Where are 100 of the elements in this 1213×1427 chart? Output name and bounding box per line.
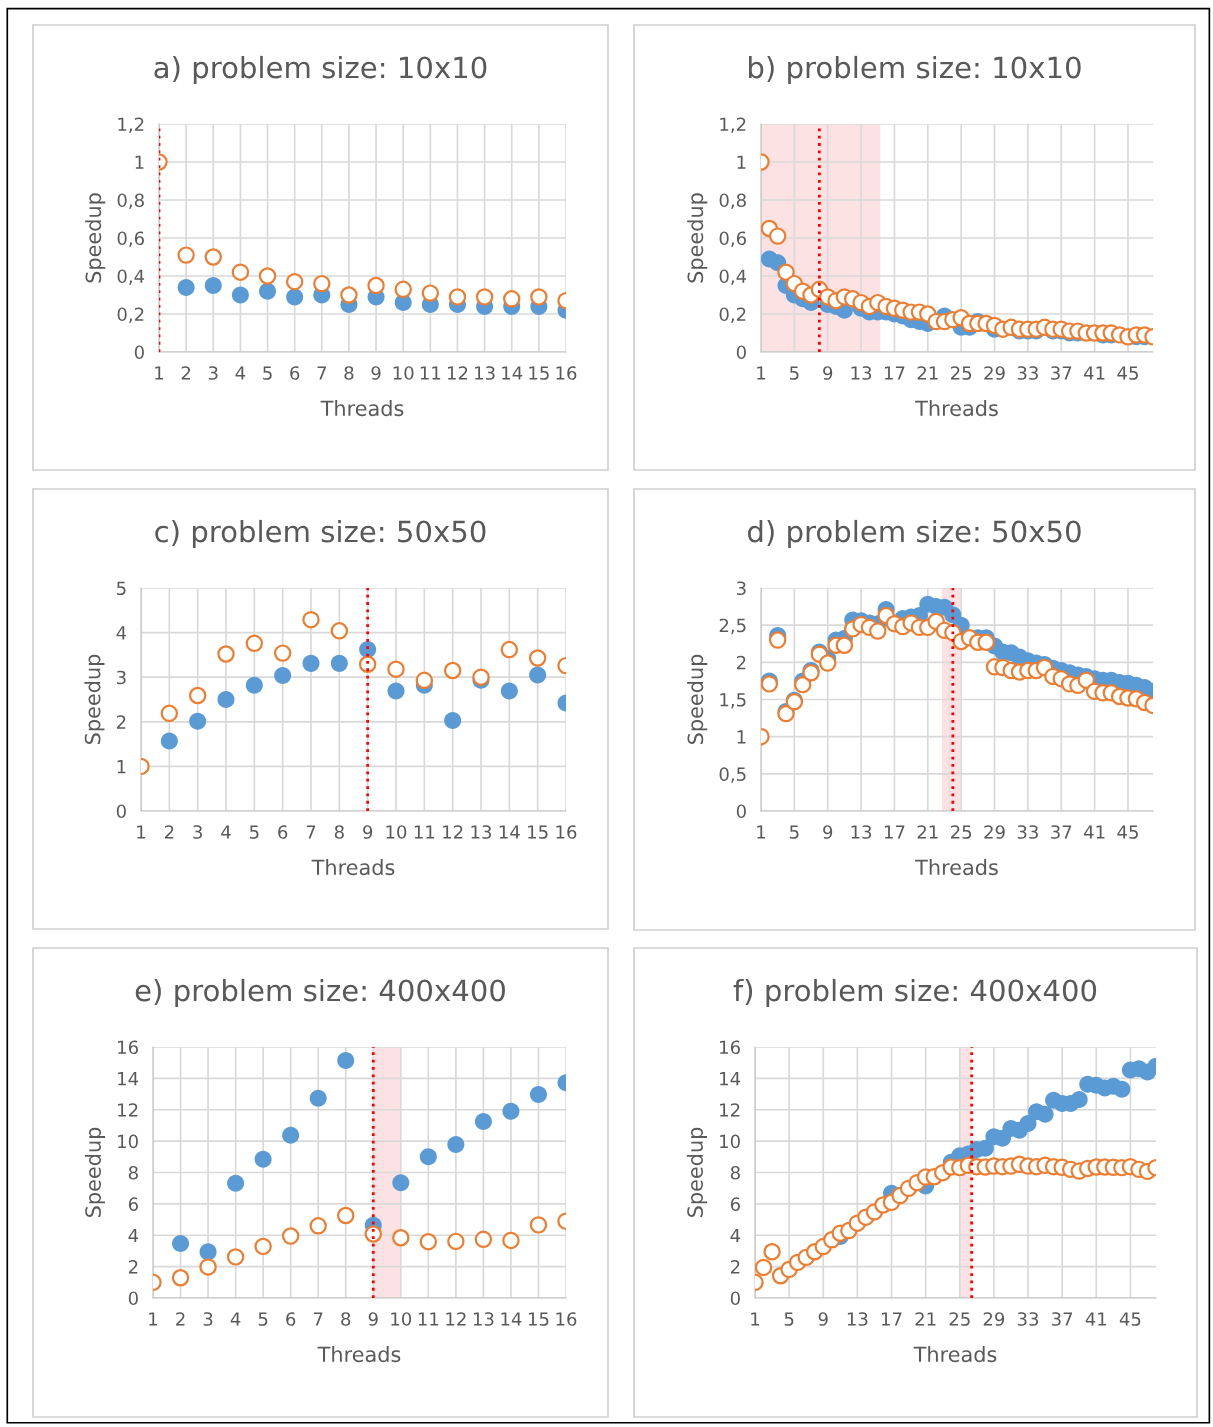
y-tick-label: 2 <box>116 715 126 729</box>
x-tick-label: 10 <box>393 366 414 380</box>
x-tick-label: 2 <box>176 1312 185 1326</box>
x-tick-label: 17 <box>884 366 905 380</box>
x-tick-label: 15 <box>528 1312 549 1326</box>
x-tick-label: 2 <box>164 825 174 839</box>
x-tick-label: 1 <box>757 366 766 380</box>
y-tick-label: 3 <box>737 581 746 596</box>
x-tick-label: 13 <box>851 366 872 380</box>
x-tick-label: 14 <box>499 825 520 839</box>
x-axis-title: Threads <box>317 1346 401 1363</box>
chart-title: f) problem size: 400x400 <box>733 978 1097 1008</box>
x-tick-label: 8 <box>341 1312 351 1326</box>
x-tick-label: 2 <box>181 366 191 380</box>
x-tick-label: 6 <box>278 825 288 839</box>
x-tick-label: 25 <box>951 366 972 380</box>
y-tick-label: 0 <box>730 1291 740 1306</box>
x-axis-title: Threads <box>913 1346 997 1363</box>
x-tick-label: 12 <box>447 366 468 380</box>
x-tick-label: 12 <box>443 825 463 839</box>
x-tick-label: 12 <box>446 1312 466 1326</box>
y-tick-label: 14 <box>118 1072 139 1086</box>
y-tick-label: 10 <box>118 1134 138 1149</box>
y-tick-label: 0,2 <box>117 307 144 323</box>
y-tick-label: 1 <box>737 730 746 744</box>
x-tick-label: 3 <box>208 366 218 380</box>
x-tick-label: 3 <box>193 825 202 839</box>
x-tick-label: 8 <box>334 825 344 839</box>
y-tick-label: 0,4 <box>117 269 145 285</box>
x-axis-title: Threads <box>320 400 404 417</box>
x-tick-label: 15 <box>528 825 548 839</box>
x-tick-label: 3 <box>203 1312 213 1326</box>
x-tick-label: 41 <box>1084 825 1105 839</box>
y-axis-title: Speedup <box>84 1127 106 1217</box>
x-tick-label: 4 <box>221 825 231 839</box>
x-tick-label: 9 <box>363 825 373 839</box>
x-tick-label: 10 <box>391 1312 412 1326</box>
y-tick-label: 8 <box>730 1165 740 1180</box>
x-tick-label: 10 <box>386 825 407 839</box>
y-tick-label: 0 <box>736 345 746 360</box>
y-tick-label: 8 <box>128 1165 138 1180</box>
y-tick-label: 5 <box>117 581 126 596</box>
y-axis-title: Speedup <box>687 654 708 744</box>
y-tick-label: 2 <box>730 1260 740 1274</box>
x-tick-label: 13 <box>847 1312 868 1326</box>
y-tick-label: 2 <box>128 1260 138 1274</box>
y-axis-title: Speedup <box>85 193 106 283</box>
y-tick-label: 10 <box>720 1134 740 1149</box>
x-tick-label: 45 <box>1119 1312 1141 1326</box>
y-tick-label: 0,6 <box>719 231 746 247</box>
x-tick-label: 45 <box>1117 825 1138 839</box>
x-tick-label: 9 <box>818 1312 828 1326</box>
y-tick-label: 2,5 <box>719 618 746 635</box>
y-tick-label: 1,2 <box>720 117 746 133</box>
x-tick-label: 14 <box>502 366 523 380</box>
x-tick-label: 13 <box>471 825 492 839</box>
x-tick-label: 16 <box>556 366 577 380</box>
y-tick-label: 0,8 <box>719 193 746 209</box>
x-tick-label: 37 <box>1051 825 1072 839</box>
x-tick-label: 33 <box>1017 825 1038 839</box>
x-tick-label: 7 <box>306 825 316 839</box>
y-tick-label: 4 <box>128 1228 139 1243</box>
y-tick-label: 0,4 <box>719 269 747 285</box>
x-tick-label: 45 <box>1117 366 1138 380</box>
x-tick-label: 9 <box>823 366 833 380</box>
x-tick-label: 13 <box>851 825 872 839</box>
y-tick-label: 2 <box>736 655 746 670</box>
y-tick-label: 4 <box>730 1228 741 1243</box>
x-tick-label: 41 <box>1084 366 1105 380</box>
x-tick-label: 11 <box>420 366 441 380</box>
y-axis-title: Speedup <box>84 654 105 744</box>
x-tick-label: 9 <box>368 1312 378 1326</box>
x-tick-label: 37 <box>1052 1312 1073 1326</box>
x-tick-label: 5 <box>263 366 272 380</box>
chart-title: b) problem size: 10x10 <box>749 55 1081 85</box>
x-axis-title: Threads <box>915 400 998 417</box>
x-tick-label: 33 <box>1017 1312 1039 1326</box>
y-tick-label: 4 <box>116 626 127 640</box>
x-tick-label: 7 <box>317 366 326 380</box>
x-tick-label: 29 <box>984 825 1005 839</box>
x-tick-label: 7 <box>313 1312 323 1326</box>
x-tick-label: 25 <box>951 825 972 839</box>
y-tick-label: 1,5 <box>720 693 746 709</box>
x-tick-label: 15 <box>529 366 549 380</box>
x-tick-label: 41 <box>1085 1312 1107 1326</box>
x-tick-label: 4 <box>235 366 246 380</box>
x-tick-label: 1 <box>155 366 164 380</box>
x-tick-label: 5 <box>784 1312 794 1326</box>
x-tick-label: 13 <box>473 1312 494 1326</box>
y-tick-label: 0 <box>116 804 126 819</box>
x-tick-label: 16 <box>556 825 577 839</box>
y-tick-label: 3 <box>117 670 126 685</box>
x-tick-label: 6 <box>290 366 300 380</box>
y-tick-label: 0,6 <box>117 231 144 247</box>
y-tick-label: 1 <box>117 760 126 774</box>
x-tick-label: 1 <box>149 1312 158 1326</box>
y-axis-title: Speedup <box>687 193 708 283</box>
y-tick-label: 0,5 <box>719 767 746 783</box>
x-tick-label: 21 <box>915 1312 936 1326</box>
x-tick-label: 5 <box>790 825 799 839</box>
